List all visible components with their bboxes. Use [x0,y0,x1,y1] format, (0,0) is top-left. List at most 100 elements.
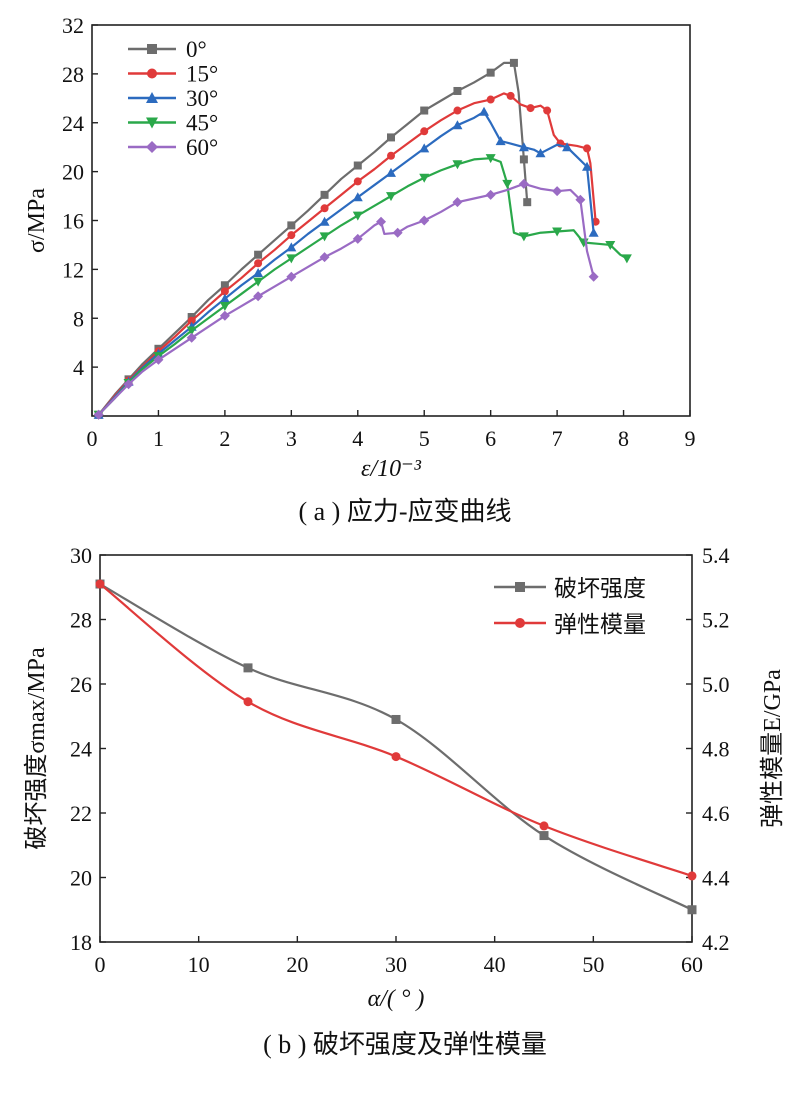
data-point [452,197,463,208]
data-point [479,106,490,116]
data-point [93,409,104,420]
y-tick-label-left: 26 [70,672,92,697]
data-point [286,254,297,264]
data-point [518,232,529,242]
data-point [539,831,549,841]
plot-frame [91,24,691,417]
data-point [243,663,253,673]
data-point [220,287,229,296]
data-point [419,173,430,183]
data-point [518,178,529,189]
data-point [452,120,463,130]
data-point [486,68,495,77]
y-tick-label: 32 [62,13,84,38]
data-point [219,302,230,312]
data-point [219,293,230,303]
data-point [523,198,532,207]
data-point [519,155,528,164]
legend-marker [146,141,158,153]
data-point [352,233,363,244]
data-point [506,91,515,100]
data-point [391,714,401,724]
x-tick-label: 2 [219,426,230,451]
strength-modulus-chart: 0 10 20 30 40 50 60 18 20 22 24 26 28 30 4.2 4.4 4.6 4.8 5… [23,543,786,1059]
data-point [621,254,632,264]
data-point [376,216,387,227]
data-point [486,95,495,104]
y-tick-label-left: 24 [70,737,92,762]
x-tick-label: 8 [618,426,629,451]
y-tick-label-right: 5.4 [702,543,730,568]
data-point [352,192,363,202]
y-tick-label: 4 [73,355,84,380]
series-line [97,92,597,416]
data-point [243,697,253,707]
y-tick-label-right: 4.8 [702,737,730,762]
data-point [353,177,362,186]
x-tick-label: 40 [484,952,506,977]
y-tick-label-right: 4.6 [702,801,730,826]
x-axis-label: ε/10⁻³ [361,456,422,482]
data-point [535,148,546,158]
data-point [286,242,297,252]
data-point [420,106,429,115]
data-point [518,142,529,152]
legend-label: 15° [186,62,218,87]
data-point [605,240,616,250]
data-point [582,161,593,171]
data-point [254,250,263,259]
y-tick-label: 24 [62,111,84,136]
data-point [452,160,463,170]
data-point [485,189,496,200]
y-tick-label-right: 4.4 [702,866,730,891]
legend-marker [146,117,158,129]
data-point [352,211,363,221]
y-tick-label-left: 20 [70,866,92,891]
data-point [386,192,396,202]
data-point [286,271,297,282]
data-point [687,905,697,915]
data-point [588,227,599,237]
data-point [552,227,563,237]
data-point [392,227,403,238]
data-point [552,186,563,197]
y-tick-label: 20 [62,160,84,185]
data-point [123,379,134,390]
x-tick-label: 1 [153,426,164,451]
x-tick-label: 7 [552,426,563,451]
y-tick-label-right: 5.0 [702,672,730,697]
data-point [453,106,462,115]
y-tick-label-left: 22 [70,801,92,826]
data-point [153,354,164,365]
data-point [420,127,429,136]
data-point [319,232,330,242]
legend-label: 60° [186,135,218,160]
legend-marker [515,582,525,592]
data-point [186,332,197,343]
data-point [419,143,430,153]
data-point [509,58,518,67]
x-tick-label: 9 [685,426,696,451]
data-point [588,271,599,282]
y-tick-label-right: 4.2 [702,930,730,955]
legend-label: 0° [186,37,207,62]
y-tick-label-left: 18 [70,930,92,955]
data-point [485,154,496,164]
series-line [97,182,595,416]
x-tick-label: 6 [485,426,496,451]
y-tick-label-left: 28 [70,608,92,633]
data-point [419,215,430,226]
y-tick-label: 8 [73,306,84,331]
legend-label: 破坏强度 [554,576,646,601]
data-point [583,144,592,153]
data-point [319,216,330,226]
data-point [254,259,263,268]
legend-label: 弹性模量 [554,612,646,637]
data-point [387,151,395,160]
x-axis-label: α/( ° ) [368,986,425,1012]
y-tick-label: 28 [62,62,84,87]
x-tick-label: 30 [385,952,407,977]
x-tick-label: 60 [681,952,703,977]
data-point [575,194,586,205]
series-line [97,157,628,416]
